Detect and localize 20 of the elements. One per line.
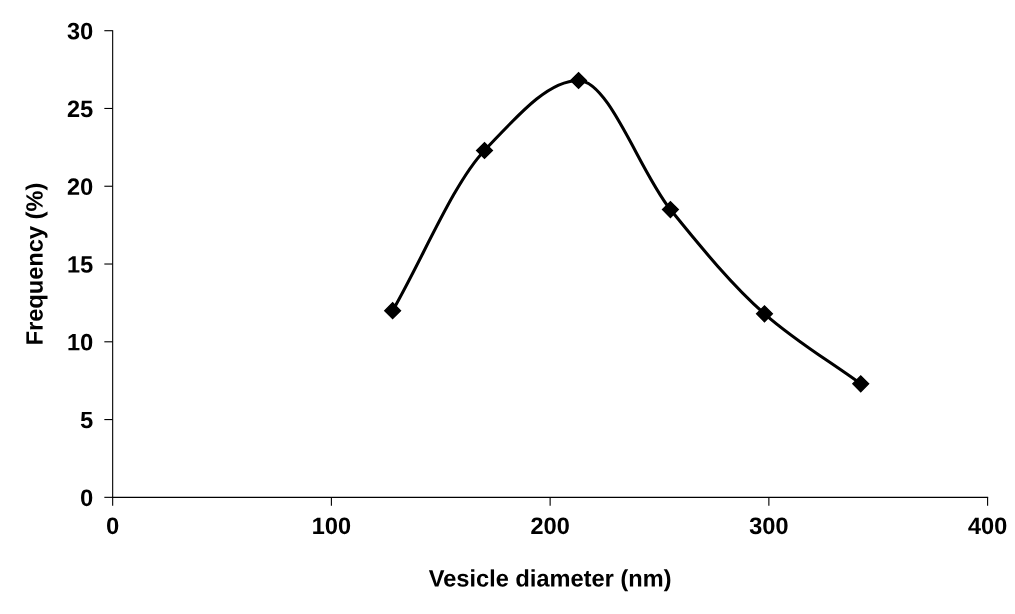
point xyxy=(475,141,494,160)
x-tick-label: 200 xyxy=(531,517,569,535)
y-tick-label: 0 xyxy=(81,489,93,507)
x-tick-label: 100 xyxy=(313,517,351,535)
point xyxy=(570,71,588,90)
y-tick-label: 10 xyxy=(68,333,93,351)
y-tick-label: 5 xyxy=(80,411,93,429)
point xyxy=(755,305,774,323)
y-tick-label: 30 xyxy=(67,22,93,40)
y-tick-label: 20 xyxy=(67,178,93,196)
x-tick-label: 400 xyxy=(968,517,1007,535)
y-axis-title: Frequency (%) xyxy=(25,183,48,344)
y-tick-label: 15 xyxy=(68,256,93,273)
point xyxy=(852,375,870,393)
point xyxy=(661,201,679,219)
x-axis-title: Vesicle diameter (nm) xyxy=(428,569,671,592)
point xyxy=(384,302,402,320)
x-tick-label: 0 xyxy=(107,517,119,535)
y-tick-label: 25 xyxy=(67,100,93,118)
x-tick-label: 300 xyxy=(749,517,788,535)
